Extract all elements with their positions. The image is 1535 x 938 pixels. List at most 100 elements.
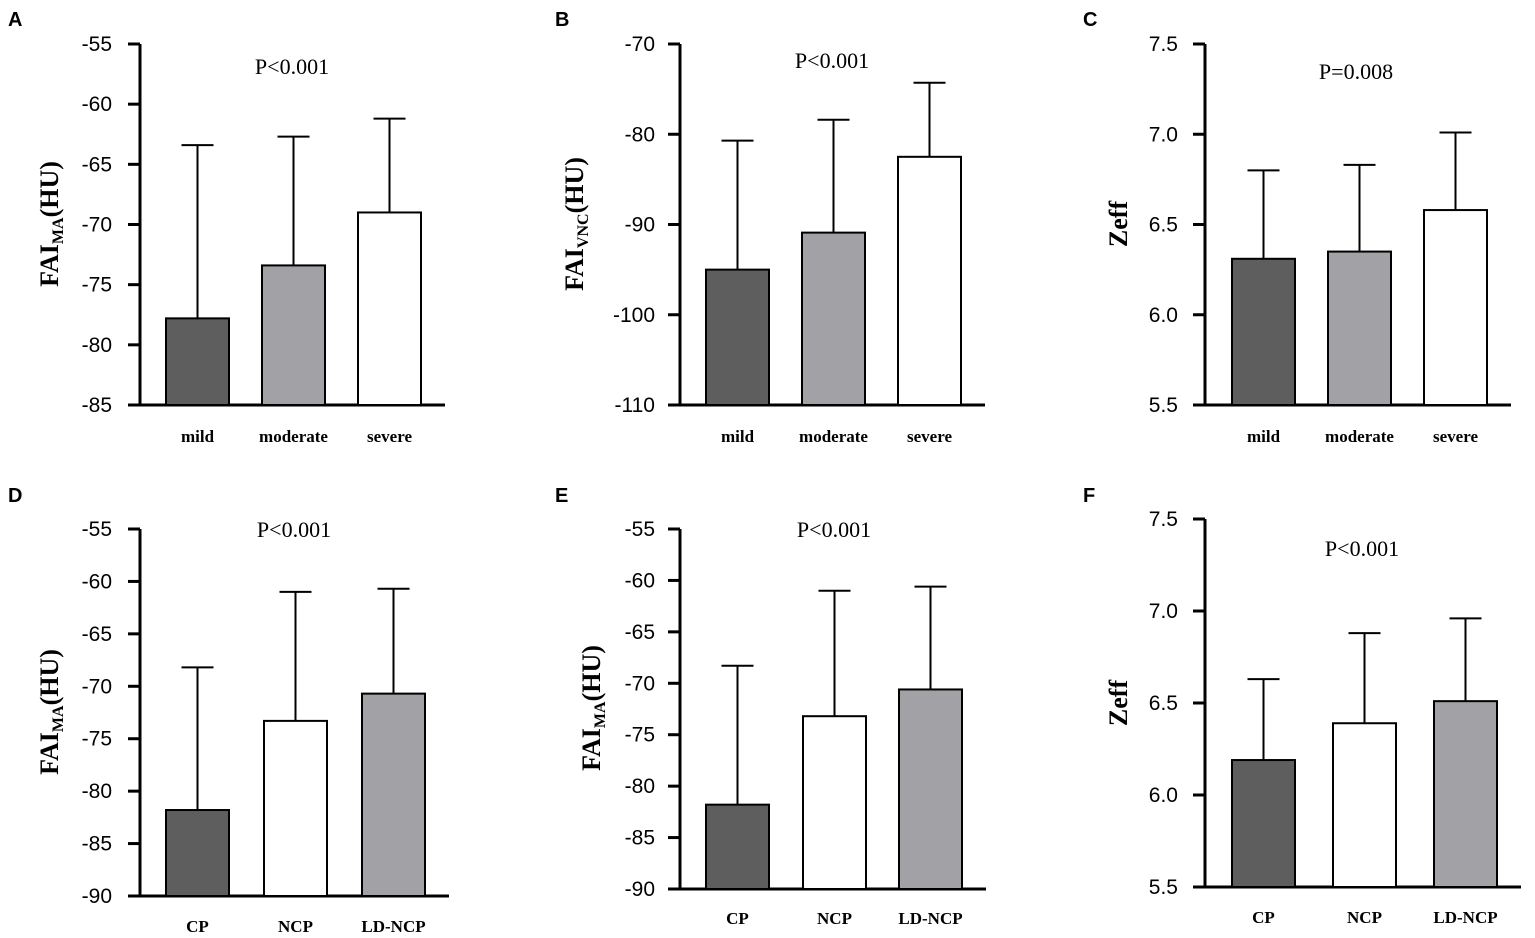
y-axis-label-sub: VNC bbox=[575, 213, 592, 248]
panel-label: E bbox=[555, 485, 568, 507]
y-tick-label: -70 bbox=[625, 672, 655, 695]
y-tick-label: -90 bbox=[625, 214, 655, 237]
bar bbox=[361, 692, 426, 898]
x-category-label: CP bbox=[726, 909, 749, 928]
x-category-label: mild bbox=[1247, 427, 1281, 446]
p-value-label: P<0.001 bbox=[255, 54, 329, 79]
y-tick-label: -85 bbox=[82, 394, 112, 417]
bar bbox=[1332, 722, 1397, 888]
y-tick-label: 7.0 bbox=[1149, 123, 1178, 146]
x-category-label: severe bbox=[907, 427, 952, 446]
bar bbox=[1231, 257, 1296, 407]
y-tick-label: -55 bbox=[625, 518, 655, 541]
y-axis-label-main: FAI bbox=[560, 248, 589, 291]
y-tick-label: -70 bbox=[82, 675, 112, 698]
panel-label: B bbox=[555, 9, 569, 31]
y-tick-label: 7.0 bbox=[1149, 600, 1178, 623]
bar bbox=[705, 803, 770, 891]
y-tick-label: -75 bbox=[82, 728, 112, 751]
y-tick-label: -65 bbox=[82, 153, 112, 176]
x-category-label: LD-NCP bbox=[898, 909, 962, 928]
panel-label: D bbox=[8, 485, 22, 507]
y-tick-label: -60 bbox=[82, 570, 112, 593]
chart-panel-d: D P<0.001 -55 -60 -65 -70 -75 -80 -85 -90 FAIMA(HU… bbox=[8, 485, 449, 936]
p-value-label: P<0.001 bbox=[1325, 536, 1399, 561]
y-axis-label-unit: (HU) bbox=[35, 649, 64, 705]
y-tick-label: -70 bbox=[82, 214, 112, 237]
y-tick-label: -80 bbox=[82, 334, 112, 357]
y-tick-label: -80 bbox=[625, 775, 655, 798]
bar bbox=[1231, 759, 1296, 888]
p-value-label: P=0.008 bbox=[1319, 59, 1393, 84]
bar bbox=[801, 231, 866, 406]
y-tick-label: -70 bbox=[625, 33, 655, 56]
y-tick-label: -65 bbox=[82, 623, 112, 646]
y-tick-label: -90 bbox=[82, 885, 112, 908]
bar bbox=[802, 715, 867, 891]
y-tick-label: 7.5 bbox=[1149, 33, 1178, 56]
panel-label: A bbox=[8, 9, 22, 31]
y-tick-label: 6.5 bbox=[1149, 692, 1178, 715]
bar bbox=[263, 719, 328, 897]
y-tick-label: -60 bbox=[625, 569, 655, 592]
chart-panel-c: C P=0.008 7.5 7.0 6.5 6.0 5.5 Zeff mild moderate s… bbox=[1083, 9, 1511, 446]
bar bbox=[1433, 700, 1498, 888]
x-category-label: LD-NCP bbox=[361, 917, 425, 936]
chart-panel-b: B P<0.001 -70 -80 -90 -100 -110 FAIVNC(HU) mild m… bbox=[555, 9, 985, 446]
y-tick-label: 6.0 bbox=[1149, 304, 1178, 327]
bar bbox=[1327, 250, 1392, 406]
y-tick-label: -55 bbox=[82, 33, 112, 56]
y-axis-label-sub: MA bbox=[50, 217, 67, 244]
y-tick-label: -110 bbox=[615, 394, 655, 417]
y-axis-label-main: FAI bbox=[577, 728, 606, 771]
y-tick-label: -90 bbox=[625, 878, 655, 901]
x-category-label: NCP bbox=[1347, 908, 1382, 927]
y-tick-label: -80 bbox=[82, 780, 112, 803]
y-tick-label: 5.5 bbox=[1149, 876, 1178, 899]
y-axis-label: Zeff bbox=[1104, 201, 1133, 248]
x-category-label: mild bbox=[721, 427, 755, 446]
bar bbox=[261, 264, 326, 406]
y-axis-label-main: Zeff bbox=[1104, 201, 1133, 248]
y-axis-label: FAIVNC(HU) bbox=[560, 157, 592, 291]
y-tick-label: 6.5 bbox=[1149, 214, 1178, 237]
panel-label: C bbox=[1083, 9, 1097, 31]
y-tick-label: -75 bbox=[625, 724, 655, 747]
y-tick-label: -65 bbox=[625, 621, 655, 644]
y-axis-label-main: Zeff bbox=[1104, 680, 1133, 727]
bar bbox=[898, 688, 963, 891]
panel-label: F bbox=[1083, 485, 1095, 507]
y-tick-label: -75 bbox=[82, 274, 112, 297]
p-value-label: P<0.001 bbox=[797, 517, 871, 542]
y-tick-label: 5.5 bbox=[1149, 394, 1178, 417]
y-tick-label: -85 bbox=[82, 833, 112, 856]
bar bbox=[357, 211, 422, 406]
bar bbox=[897, 155, 962, 406]
x-category-label: LD-NCP bbox=[1433, 908, 1497, 927]
bar bbox=[165, 317, 230, 406]
bar bbox=[165, 809, 230, 898]
bar bbox=[705, 268, 770, 406]
p-value-label: P<0.001 bbox=[795, 48, 869, 73]
y-axis-label-unit: (HU) bbox=[577, 645, 606, 701]
chart-panel-e: E P<0.001 -55 -60 -65 -70 -75 -80 -85 -90 FAIMA(HU… bbox=[555, 485, 986, 928]
x-category-label: severe bbox=[367, 427, 412, 446]
x-category-label: mild bbox=[181, 427, 215, 446]
y-axis-label: FAIMA(HU) bbox=[35, 649, 67, 775]
y-tick-label: -85 bbox=[625, 827, 655, 850]
y-axis-label: FAIMA(HU) bbox=[35, 161, 67, 287]
x-category-label: moderate bbox=[259, 427, 328, 446]
x-category-label: moderate bbox=[799, 427, 868, 446]
y-axis-label-unit: (HU) bbox=[560, 157, 589, 213]
y-tick-label: 6.0 bbox=[1149, 784, 1178, 807]
y-axis-label-main: FAI bbox=[35, 244, 64, 287]
bar bbox=[1423, 209, 1488, 406]
x-category-label: NCP bbox=[278, 917, 313, 936]
x-category-label: CP bbox=[1252, 908, 1275, 927]
chart-panel-a: A P<0.001 -55 -60 -65 -70 -75 -80 -85 FAIMA(HU) mi… bbox=[8, 9, 445, 446]
y-axis-label-main: FAI bbox=[35, 732, 64, 775]
p-value-label: P<0.001 bbox=[257, 517, 331, 542]
y-axis-label: Zeff bbox=[1104, 680, 1133, 727]
x-category-label: moderate bbox=[1325, 427, 1394, 446]
